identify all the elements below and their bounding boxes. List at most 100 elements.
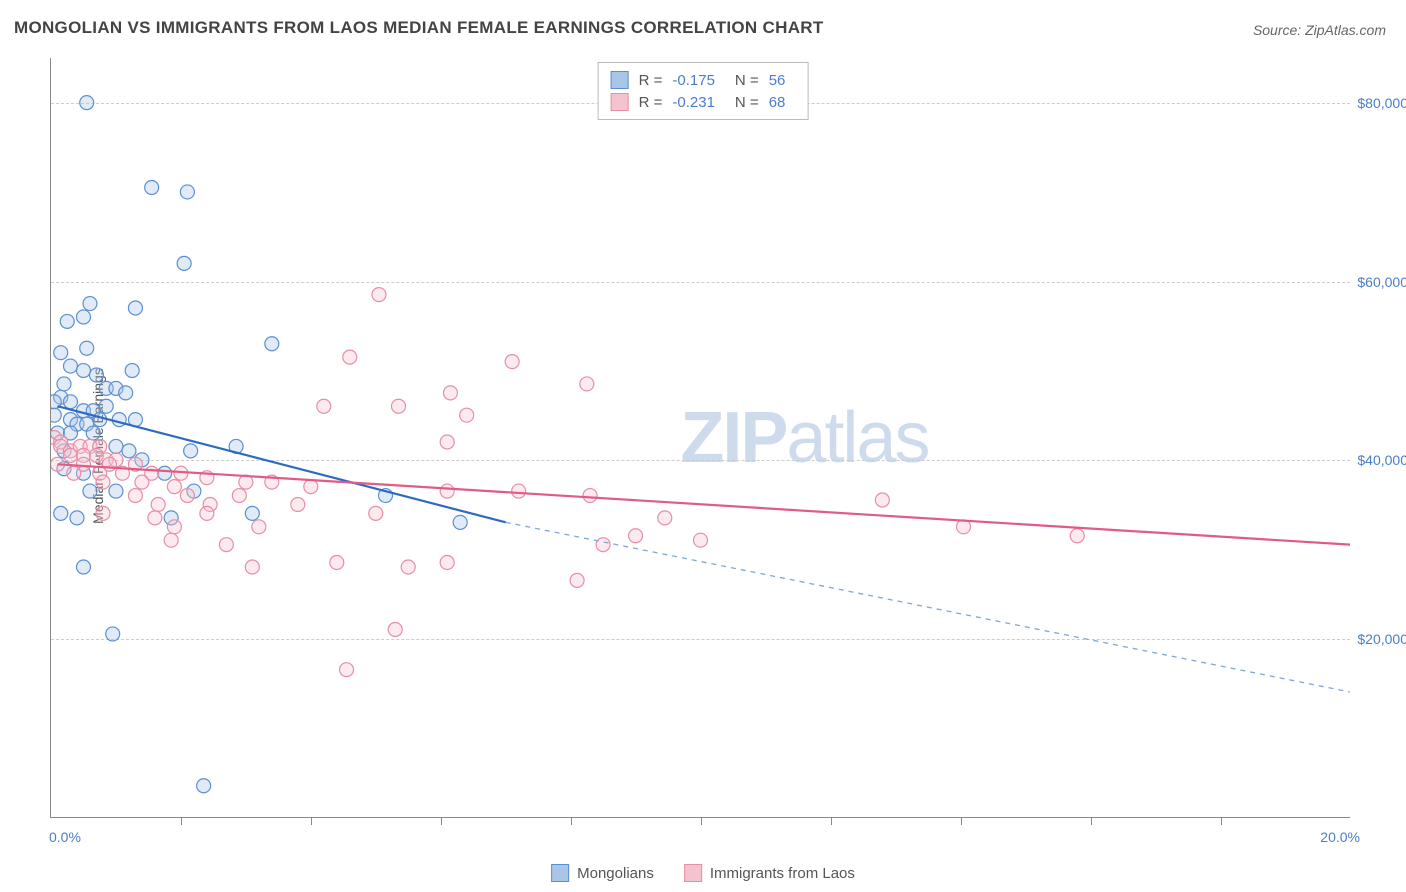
trend-line: [57, 406, 505, 522]
data-point: [99, 399, 113, 413]
data-point: [109, 484, 123, 498]
r-value: -0.231: [672, 94, 715, 111]
data-point: [440, 435, 454, 449]
data-point: [106, 627, 120, 641]
data-point: [96, 506, 110, 520]
data-point: [694, 533, 708, 547]
x-tick: [311, 817, 312, 825]
swatch-laos: [611, 93, 629, 111]
data-point: [391, 399, 405, 413]
x-tick: [831, 817, 832, 825]
data-point: [340, 663, 354, 677]
data-point: [317, 399, 331, 413]
data-point: [128, 489, 142, 503]
data-point: [63, 395, 77, 409]
data-point: [76, 560, 90, 574]
data-point: [372, 288, 386, 302]
legend-item: Mongolians: [551, 864, 654, 882]
data-point: [875, 493, 889, 507]
y-tick-label: $80,000: [1357, 95, 1406, 111]
n-label: N =: [735, 94, 759, 111]
data-point: [89, 368, 103, 382]
data-point: [122, 444, 136, 458]
n-value: 56: [769, 72, 786, 89]
data-point: [629, 529, 643, 543]
data-point: [505, 355, 519, 369]
data-point: [304, 480, 318, 494]
x-tick: [961, 817, 962, 825]
data-point: [184, 444, 198, 458]
legend-row-mongolians: R = -0.175 N = 56: [611, 69, 796, 91]
legend-label: Immigrants from Laos: [710, 865, 855, 882]
data-point: [93, 413, 107, 427]
data-point: [200, 506, 214, 520]
data-point: [177, 256, 191, 270]
data-point: [330, 556, 344, 570]
data-point: [219, 538, 233, 552]
data-point: [83, 484, 97, 498]
data-point: [63, 448, 77, 462]
data-point: [369, 506, 383, 520]
correlation-legend: R = -0.175 N = 56 R = -0.231 N = 68: [598, 62, 809, 120]
plot-svg: [51, 58, 1350, 817]
data-point: [232, 489, 246, 503]
data-point: [60, 314, 74, 328]
data-point: [180, 489, 194, 503]
data-point: [291, 497, 305, 511]
trend-line: [57, 464, 1350, 544]
y-tick-label: $20,000: [1357, 631, 1406, 647]
data-point: [63, 359, 77, 373]
plot-area: ZIPatlas 0.0% 20.0% $20,000$40,000$60,00…: [50, 58, 1350, 818]
x-tick: [1091, 817, 1092, 825]
swatch-mongolians: [611, 71, 629, 89]
data-point: [167, 480, 181, 494]
data-point: [596, 538, 610, 552]
data-point: [245, 506, 259, 520]
x-tick: [701, 817, 702, 825]
x-tick: [1221, 817, 1222, 825]
x-tick: [571, 817, 572, 825]
data-point: [125, 364, 139, 378]
data-point: [460, 408, 474, 422]
data-point: [453, 515, 467, 529]
r-label: R =: [639, 72, 663, 89]
data-point: [51, 408, 61, 422]
data-point: [148, 511, 162, 525]
data-point: [164, 533, 178, 547]
legend-swatch: [684, 864, 702, 882]
n-value: 68: [769, 94, 786, 111]
data-point: [83, 297, 97, 311]
data-point: [151, 497, 165, 511]
data-point: [96, 475, 110, 489]
data-point: [580, 377, 594, 391]
data-point: [440, 484, 454, 498]
chart-title: MONGOLIAN VS IMMIGRANTS FROM LAOS MEDIAN…: [14, 18, 824, 38]
series-legend: Mongolians Immigrants from Laos: [551, 864, 855, 882]
data-point: [265, 337, 279, 351]
x-axis-max-label: 20.0%: [1320, 829, 1360, 845]
legend-swatch: [551, 864, 569, 882]
data-point: [440, 556, 454, 570]
x-tick: [181, 817, 182, 825]
x-axis-min-label: 0.0%: [49, 829, 81, 845]
data-point: [167, 520, 181, 534]
data-point: [119, 386, 133, 400]
data-point: [54, 506, 68, 520]
data-point: [80, 96, 94, 110]
data-point: [135, 475, 149, 489]
legend-item: Immigrants from Laos: [684, 864, 855, 882]
data-point: [80, 341, 94, 355]
trend-line-extrapolated: [506, 522, 1350, 692]
data-point: [76, 364, 90, 378]
y-tick-label: $60,000: [1357, 274, 1406, 290]
data-point: [401, 560, 415, 574]
x-tick: [441, 817, 442, 825]
data-point: [145, 180, 159, 194]
data-point: [70, 511, 84, 525]
data-point: [658, 511, 672, 525]
y-tick-label: $40,000: [1357, 452, 1406, 468]
data-point: [570, 573, 584, 587]
legend-label: Mongolians: [577, 865, 654, 882]
data-point: [252, 520, 266, 534]
n-label: N =: [735, 72, 759, 89]
